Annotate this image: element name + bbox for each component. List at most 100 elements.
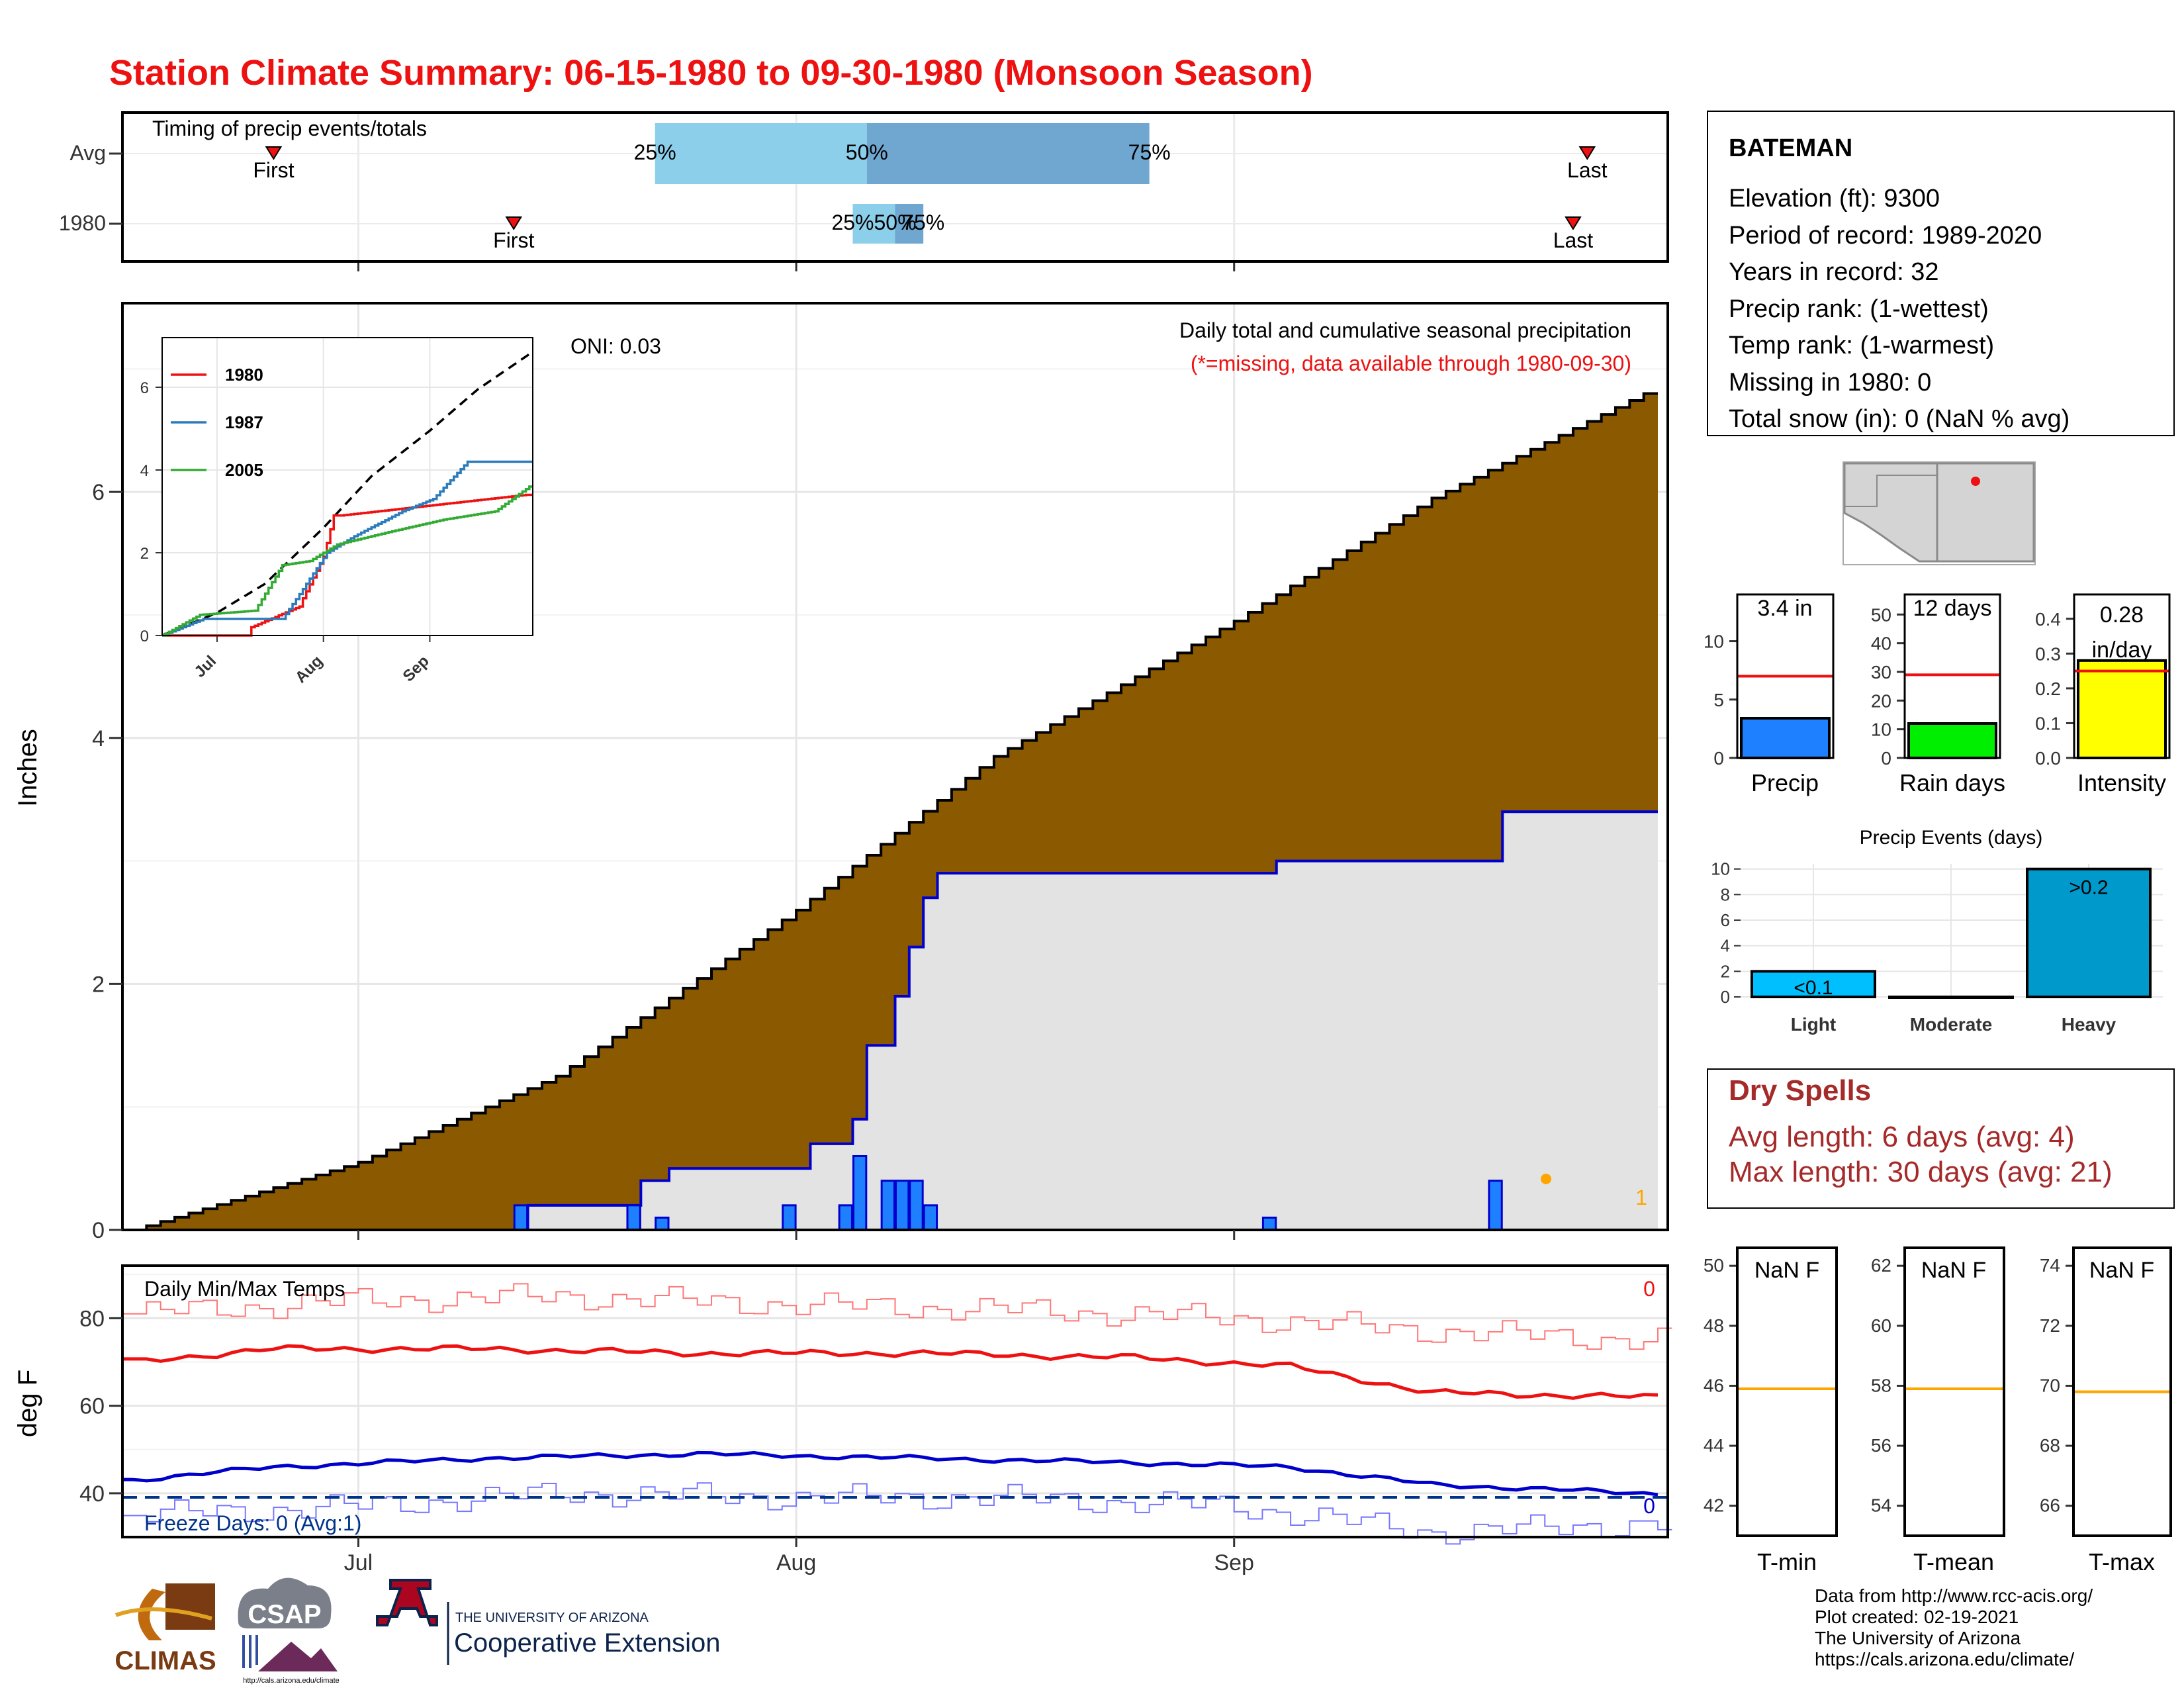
inset-frame (161, 337, 533, 636)
summary-bar-tick-label: 50 (1871, 604, 1891, 625)
temp-ylabel: deg F (13, 1370, 42, 1437)
last-marker (1565, 216, 1582, 230)
dry-spells-title: Dry Spells (1729, 1074, 1871, 1107)
station-box-frame (1707, 111, 2175, 436)
summary-bar (1740, 717, 1831, 759)
credit-line: The University of Arizona (1815, 1628, 2021, 1648)
summary-bar (1907, 722, 1997, 759)
temp-panel: Daily Min/Max Temps 0 0 Freeze Days: 0 (… (13, 1264, 1672, 1575)
quartile-label: 75% (902, 211, 944, 234)
avg-cumulative-line (132, 392, 1658, 1231)
inset-legend: 1980 1987 2005 (171, 365, 263, 480)
climas-wave (114, 1607, 212, 1620)
timing-frame (121, 111, 1669, 263)
summary-bar-tick-label: 0.1 (2035, 713, 2061, 733)
temp-box-tick-label: 44 (1704, 1435, 1724, 1456)
timing-panel: Timing of precip events/totals Avg 1980 … (59, 111, 1669, 271)
temp-y-tick-label: 40 (79, 1481, 105, 1507)
temp-box-tick-label: 58 (1871, 1375, 1891, 1395)
daily-precip-bar (852, 1155, 868, 1231)
inset-avg-line (161, 353, 530, 637)
csap-cloud (238, 1577, 332, 1628)
inset-x-tick-label: Aug (292, 652, 326, 686)
temp-box-frame (1903, 1246, 2005, 1537)
temp-ticks: 40 60 80 Jul Aug Sep (79, 1306, 1254, 1575)
temp-box-tick-label: 68 (2040, 1435, 2060, 1456)
station-line: Period of record: 1989-2020 (1729, 222, 2042, 250)
first-marker-label: First (253, 158, 294, 182)
events-category-label: Light (1791, 1014, 1836, 1035)
month-tick-label: Sep (1214, 1550, 1254, 1575)
inset-series-line (162, 460, 533, 637)
ua-a-shape (376, 1579, 438, 1626)
quartile-label: 25% (831, 211, 874, 234)
temp-y-tick-label: 80 (79, 1306, 105, 1331)
station-line: Temp rank: (1-warmest) (1729, 332, 1994, 359)
station-info-box: BATEMAN Elevation (ft): 9300 Period of r… (1707, 111, 2175, 436)
temp-box-tick-label: 54 (1871, 1495, 1891, 1516)
month-tick-label: Jul (344, 1550, 373, 1575)
summary-bar-tick-label: 40 (1871, 633, 1891, 654)
dry-spells-avg: Avg length: 6 days (avg: 4) (1729, 1121, 2075, 1153)
events-bar (1751, 970, 1876, 999)
station-location-dot (1971, 477, 1980, 486)
temp-grid (122, 1266, 1668, 1537)
daily-precip-bars (513, 1155, 1503, 1231)
inset-y-tick-label: 4 (140, 462, 149, 480)
station-line: Total snow (in): 0 (NaN % avg) (1729, 405, 2070, 433)
ua-top-text: THE UNIVERSITY OF ARIZONA (455, 1611, 649, 1625)
temp-frame (121, 1264, 1669, 1538)
inset-series-line (162, 485, 533, 637)
events-y-tick-label: 6 (1721, 910, 1730, 930)
intensity-unit-label: in/day (2092, 637, 2152, 663)
inset-x-tick-label: Sep (399, 652, 432, 685)
ua-letter: A (407, 1654, 408, 1656)
precip-value-label: 3.4 in (1757, 596, 1812, 621)
tmean-name: T-mean (1913, 1548, 1994, 1575)
temp-box-tick-label: 50 (1704, 1255, 1724, 1276)
climas-logo: CLIMAS (114, 1583, 216, 1675)
inset-background (162, 338, 533, 635)
ua-logo: A THE UNIVERSITY OF ARIZONA Cooperative … (376, 1579, 720, 1665)
temp-box-tick-label: 66 (2040, 1495, 2060, 1516)
dry-spells-frame (1707, 1068, 2175, 1209)
quartile-label: 50% (846, 140, 888, 164)
credit-line: Data from http://www.rcc-acis.org/ (1815, 1585, 2093, 1606)
intensity-bar-name: Intensity (2077, 769, 2166, 796)
ua-bottom-text: Cooperative Extension (454, 1628, 720, 1658)
oni-label: ONI: 0.03 (570, 334, 661, 358)
summary-bar-tick-label: 30 (1871, 662, 1891, 682)
events-bar (1888, 996, 2014, 999)
timing-row-label-year: 1980 (59, 211, 106, 235)
climas-swoosh (138, 1589, 165, 1640)
tmean-value: NaN F (1921, 1258, 1986, 1283)
temp-min-count: 0 (1643, 1494, 1655, 1518)
temp-box-tick-label: 48 (1704, 1315, 1724, 1336)
page-title: Station Climate Summary: 06-15-1980 to 0… (109, 53, 1313, 93)
summary-bar-tick-label: 0 (1881, 748, 1891, 769)
precip-frame (121, 302, 1669, 1231)
quartile-bar-lower (655, 123, 867, 184)
map-border (1844, 475, 1937, 507)
precip-panel: Inches 0 2 4 6 ONI: 0.03 Daily total and cu… (13, 302, 1669, 1243)
credit-line: Plot created: 02-19-2021 (1815, 1607, 2019, 1627)
daily-precip-bar (909, 1180, 924, 1231)
precip-ylabel: Inches (13, 729, 42, 807)
precip-events-chart: Precip Events (days) 0 2 4 6 8 10 <0.1 Light Mod… (1711, 827, 2163, 1035)
credit-line: https://cals.arizona.edu/climate/ (1815, 1649, 2074, 1669)
quartile-label: 50% (874, 211, 916, 234)
timing-row-label-avg: Avg (69, 141, 106, 165)
summary-bar-tick-label: 0.4 (2035, 609, 2061, 630)
summary-bar-tick-label: 0 (1713, 748, 1724, 769)
first-marker (505, 216, 523, 230)
station-name: BATEMAN (1729, 134, 1852, 162)
events-y-tick-label: 2 (1721, 961, 1730, 981)
summary-bar-frame (1736, 593, 1835, 759)
intensity-value-label: 0.28 (2100, 602, 2144, 628)
credits: Data from http://www.rcc-acis.org/ Plot … (1815, 1585, 2093, 1669)
daily-precip-bar (838, 1204, 853, 1231)
summary-bar-tick-label: 0.0 (2035, 748, 2061, 769)
events-y-tick-label: 8 (1721, 884, 1730, 904)
temp-lines (122, 1283, 1672, 1545)
